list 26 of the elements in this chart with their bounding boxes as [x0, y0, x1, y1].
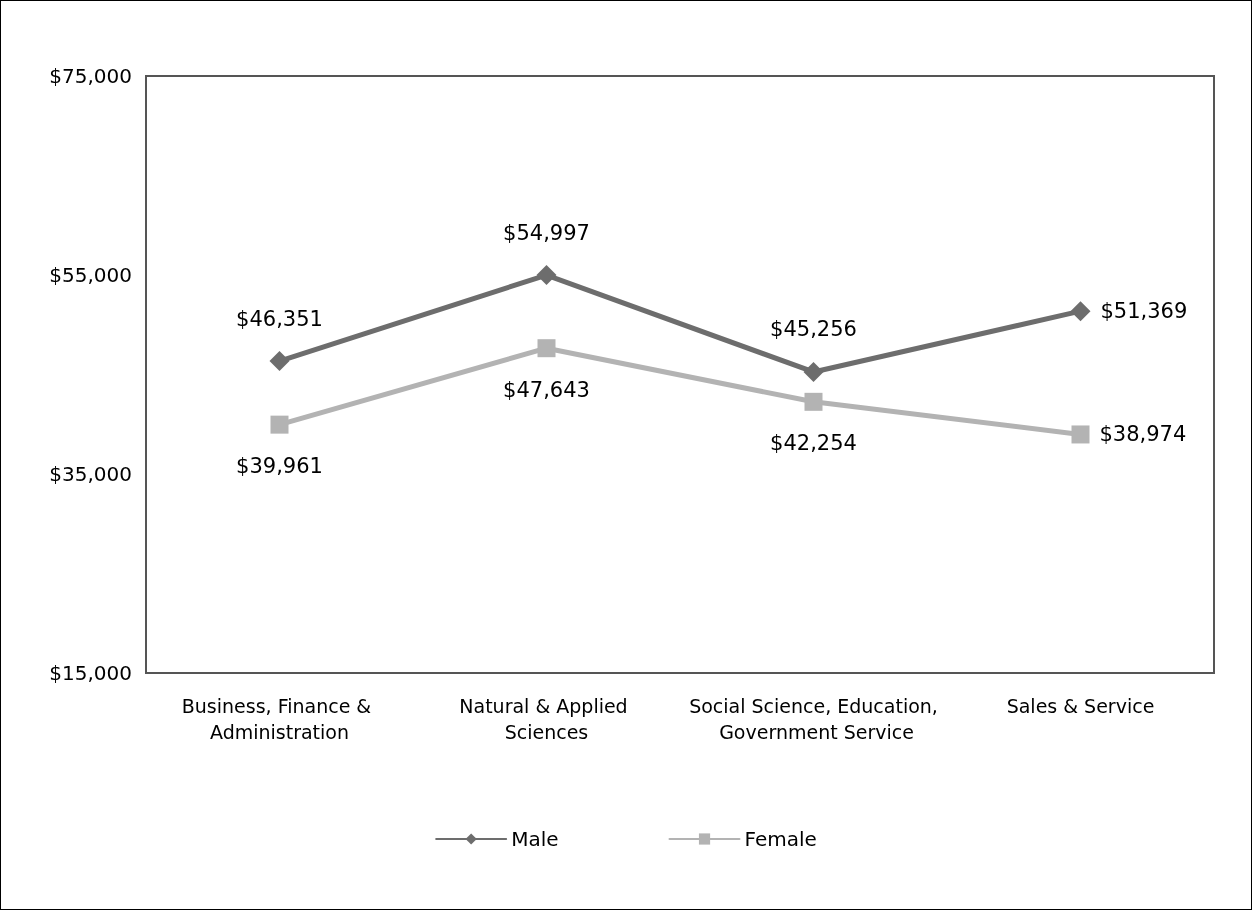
point	[536, 265, 557, 286]
data-label: $51,369	[1100, 299, 1188, 324]
y-tick-label: $35,000	[49, 462, 132, 486]
point	[1071, 425, 1090, 444]
point	[537, 339, 556, 358]
data-label: $45,256	[770, 317, 857, 342]
data-label: $39,961	[236, 454, 323, 479]
y-tick-label: $15,000	[49, 661, 132, 685]
data-label: $38,974	[1099, 422, 1187, 447]
point	[804, 392, 823, 411]
x-tick-label: Natural & Applied Sciences	[459, 695, 634, 743]
y-tick-label: $55,000	[49, 263, 132, 287]
legend-label: Male	[511, 827, 559, 851]
data-label: $47,643	[503, 377, 590, 402]
y-tick-label: $75,000	[49, 64, 132, 88]
point	[803, 361, 824, 382]
x-tick-label: Social Science, Education, Government Service	[689, 695, 938, 743]
x-tick-label: Business, Finance & Administration	[181, 695, 378, 743]
point	[270, 415, 289, 434]
legend-label: Female	[744, 827, 817, 851]
point	[269, 351, 290, 372]
data-label: $46,351	[236, 306, 323, 331]
point	[1070, 301, 1091, 322]
data-label: $54,997	[503, 220, 590, 245]
x-tick-label: Sales & Service	[1006, 695, 1155, 717]
data-label: $42,254	[770, 431, 857, 456]
